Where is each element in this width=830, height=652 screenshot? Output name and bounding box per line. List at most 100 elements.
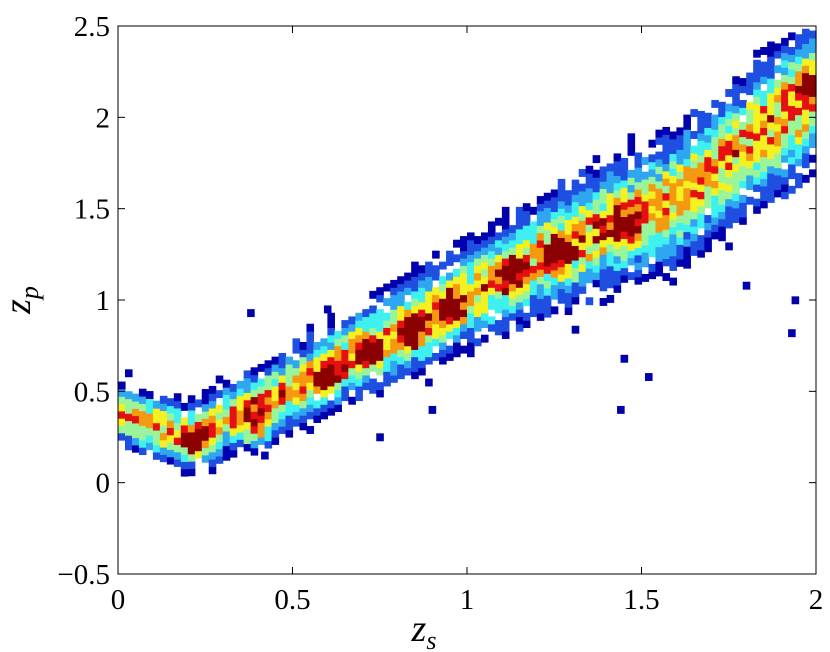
heatmap-cell xyxy=(320,396,328,405)
heatmap-cell xyxy=(781,184,789,192)
heatmap-cell xyxy=(215,390,224,399)
heatmap-cell xyxy=(243,377,252,386)
heatmap-cell xyxy=(746,72,754,81)
heatmap-cell xyxy=(767,70,775,79)
heatmap-cell xyxy=(425,261,433,270)
heatmap-cell xyxy=(655,268,664,277)
heatmap-cell xyxy=(194,421,203,430)
heatmap-cell xyxy=(571,201,580,210)
heatmap-cell xyxy=(348,345,356,354)
heatmap-cell xyxy=(592,228,601,237)
heatmap-cell xyxy=(788,54,796,63)
heatmap-cell xyxy=(739,202,747,211)
heatmap-cell xyxy=(599,261,608,270)
heatmap-cell xyxy=(152,422,161,431)
heatmap-cell xyxy=(229,391,238,400)
heatmap-cell xyxy=(550,262,559,271)
heatmap-cell xyxy=(411,305,419,314)
heatmap-cell xyxy=(187,453,196,462)
heatmap-cell xyxy=(704,149,712,158)
heatmap-cell xyxy=(201,410,210,419)
heatmap-cell xyxy=(446,316,454,325)
heatmap-cell xyxy=(487,250,496,259)
heatmap-cell xyxy=(480,247,489,255)
heatmap-cell xyxy=(669,197,677,206)
heatmap-cell xyxy=(788,127,796,136)
heatmap-cell xyxy=(669,182,677,191)
heatmap-cell xyxy=(578,242,587,250)
heatmap-cell xyxy=(753,110,761,119)
heatmap-cell xyxy=(809,118,817,127)
heatmap-cell xyxy=(250,418,259,427)
heatmap-cell xyxy=(704,193,712,202)
heatmap-cell xyxy=(585,253,594,262)
heatmap-cell xyxy=(118,425,126,434)
heatmap-cell xyxy=(578,285,587,294)
heatmap-cell xyxy=(760,112,768,121)
heatmap-cell xyxy=(760,163,768,172)
heatmap-cell xyxy=(215,441,224,450)
heatmap-cell xyxy=(257,437,266,445)
heatmap-cell xyxy=(487,323,496,332)
heatmap-cell xyxy=(313,356,322,365)
heatmap-cell xyxy=(501,265,510,274)
heatmap-cell xyxy=(718,189,726,198)
heatmap-cell xyxy=(746,152,754,161)
heatmap-cell xyxy=(453,334,461,343)
heatmap-cell xyxy=(746,116,754,125)
heatmap-cell xyxy=(341,385,349,394)
heatmap-cell xyxy=(690,189,698,198)
heatmap-cell xyxy=(760,134,768,143)
heatmap-cell xyxy=(166,398,175,407)
heatmap-cell xyxy=(641,193,650,202)
heatmap-cell xyxy=(564,263,573,272)
heatmap-cell xyxy=(453,276,461,285)
heatmap-cell xyxy=(774,189,782,198)
heatmap-cell xyxy=(781,89,789,97)
heatmap-cell xyxy=(711,216,719,225)
heatmap-cell xyxy=(585,173,594,181)
heatmap-cell xyxy=(592,272,601,280)
heatmap-cell xyxy=(774,123,782,132)
heatmap-cell xyxy=(362,331,370,339)
heatmap-cell xyxy=(795,48,803,57)
heatmap-cell xyxy=(341,356,349,365)
heatmap-cell xyxy=(376,323,384,332)
heatmap-cell xyxy=(641,252,650,260)
heatmap-cell xyxy=(264,404,273,413)
heatmap-cell xyxy=(543,258,552,267)
heatmap-cell xyxy=(299,349,308,358)
heatmap-cell xyxy=(536,196,545,204)
heatmap-cell xyxy=(802,65,810,74)
heatmap-cell xyxy=(362,345,370,354)
heatmap-cell xyxy=(432,316,440,325)
heatmap-cell xyxy=(718,160,726,169)
heatmap-cell xyxy=(557,230,566,238)
heatmap-cell xyxy=(739,209,747,218)
heatmap-cell xyxy=(613,270,622,279)
heatmap-cell xyxy=(585,202,594,211)
heatmap-cell xyxy=(369,320,377,328)
heatmap-cell xyxy=(236,417,245,426)
heatmap-cell xyxy=(711,194,719,203)
heatmap-cell xyxy=(564,248,573,257)
heatmap-cell xyxy=(508,312,517,321)
heatmap-cell xyxy=(725,147,733,156)
heatmap-cell xyxy=(564,255,573,264)
heatmap-cell xyxy=(173,415,182,424)
heatmap-cell xyxy=(467,298,475,307)
heatmap-cell xyxy=(536,298,545,307)
heatmap-cell xyxy=(411,320,419,328)
heatmap-cell xyxy=(606,170,615,179)
heatmap-cell xyxy=(285,422,294,431)
heatmap-cell xyxy=(627,191,636,200)
heatmap-cell xyxy=(299,385,308,394)
heatmap-cell xyxy=(222,438,231,447)
heatmap-cell xyxy=(571,223,580,232)
heatmap-cell xyxy=(613,189,622,198)
heatmap-cell xyxy=(613,255,622,264)
heatmap-cell xyxy=(774,138,782,147)
heatmap-cell xyxy=(397,334,405,343)
heatmap-cell xyxy=(306,426,315,434)
heatmap-cell xyxy=(543,222,552,230)
